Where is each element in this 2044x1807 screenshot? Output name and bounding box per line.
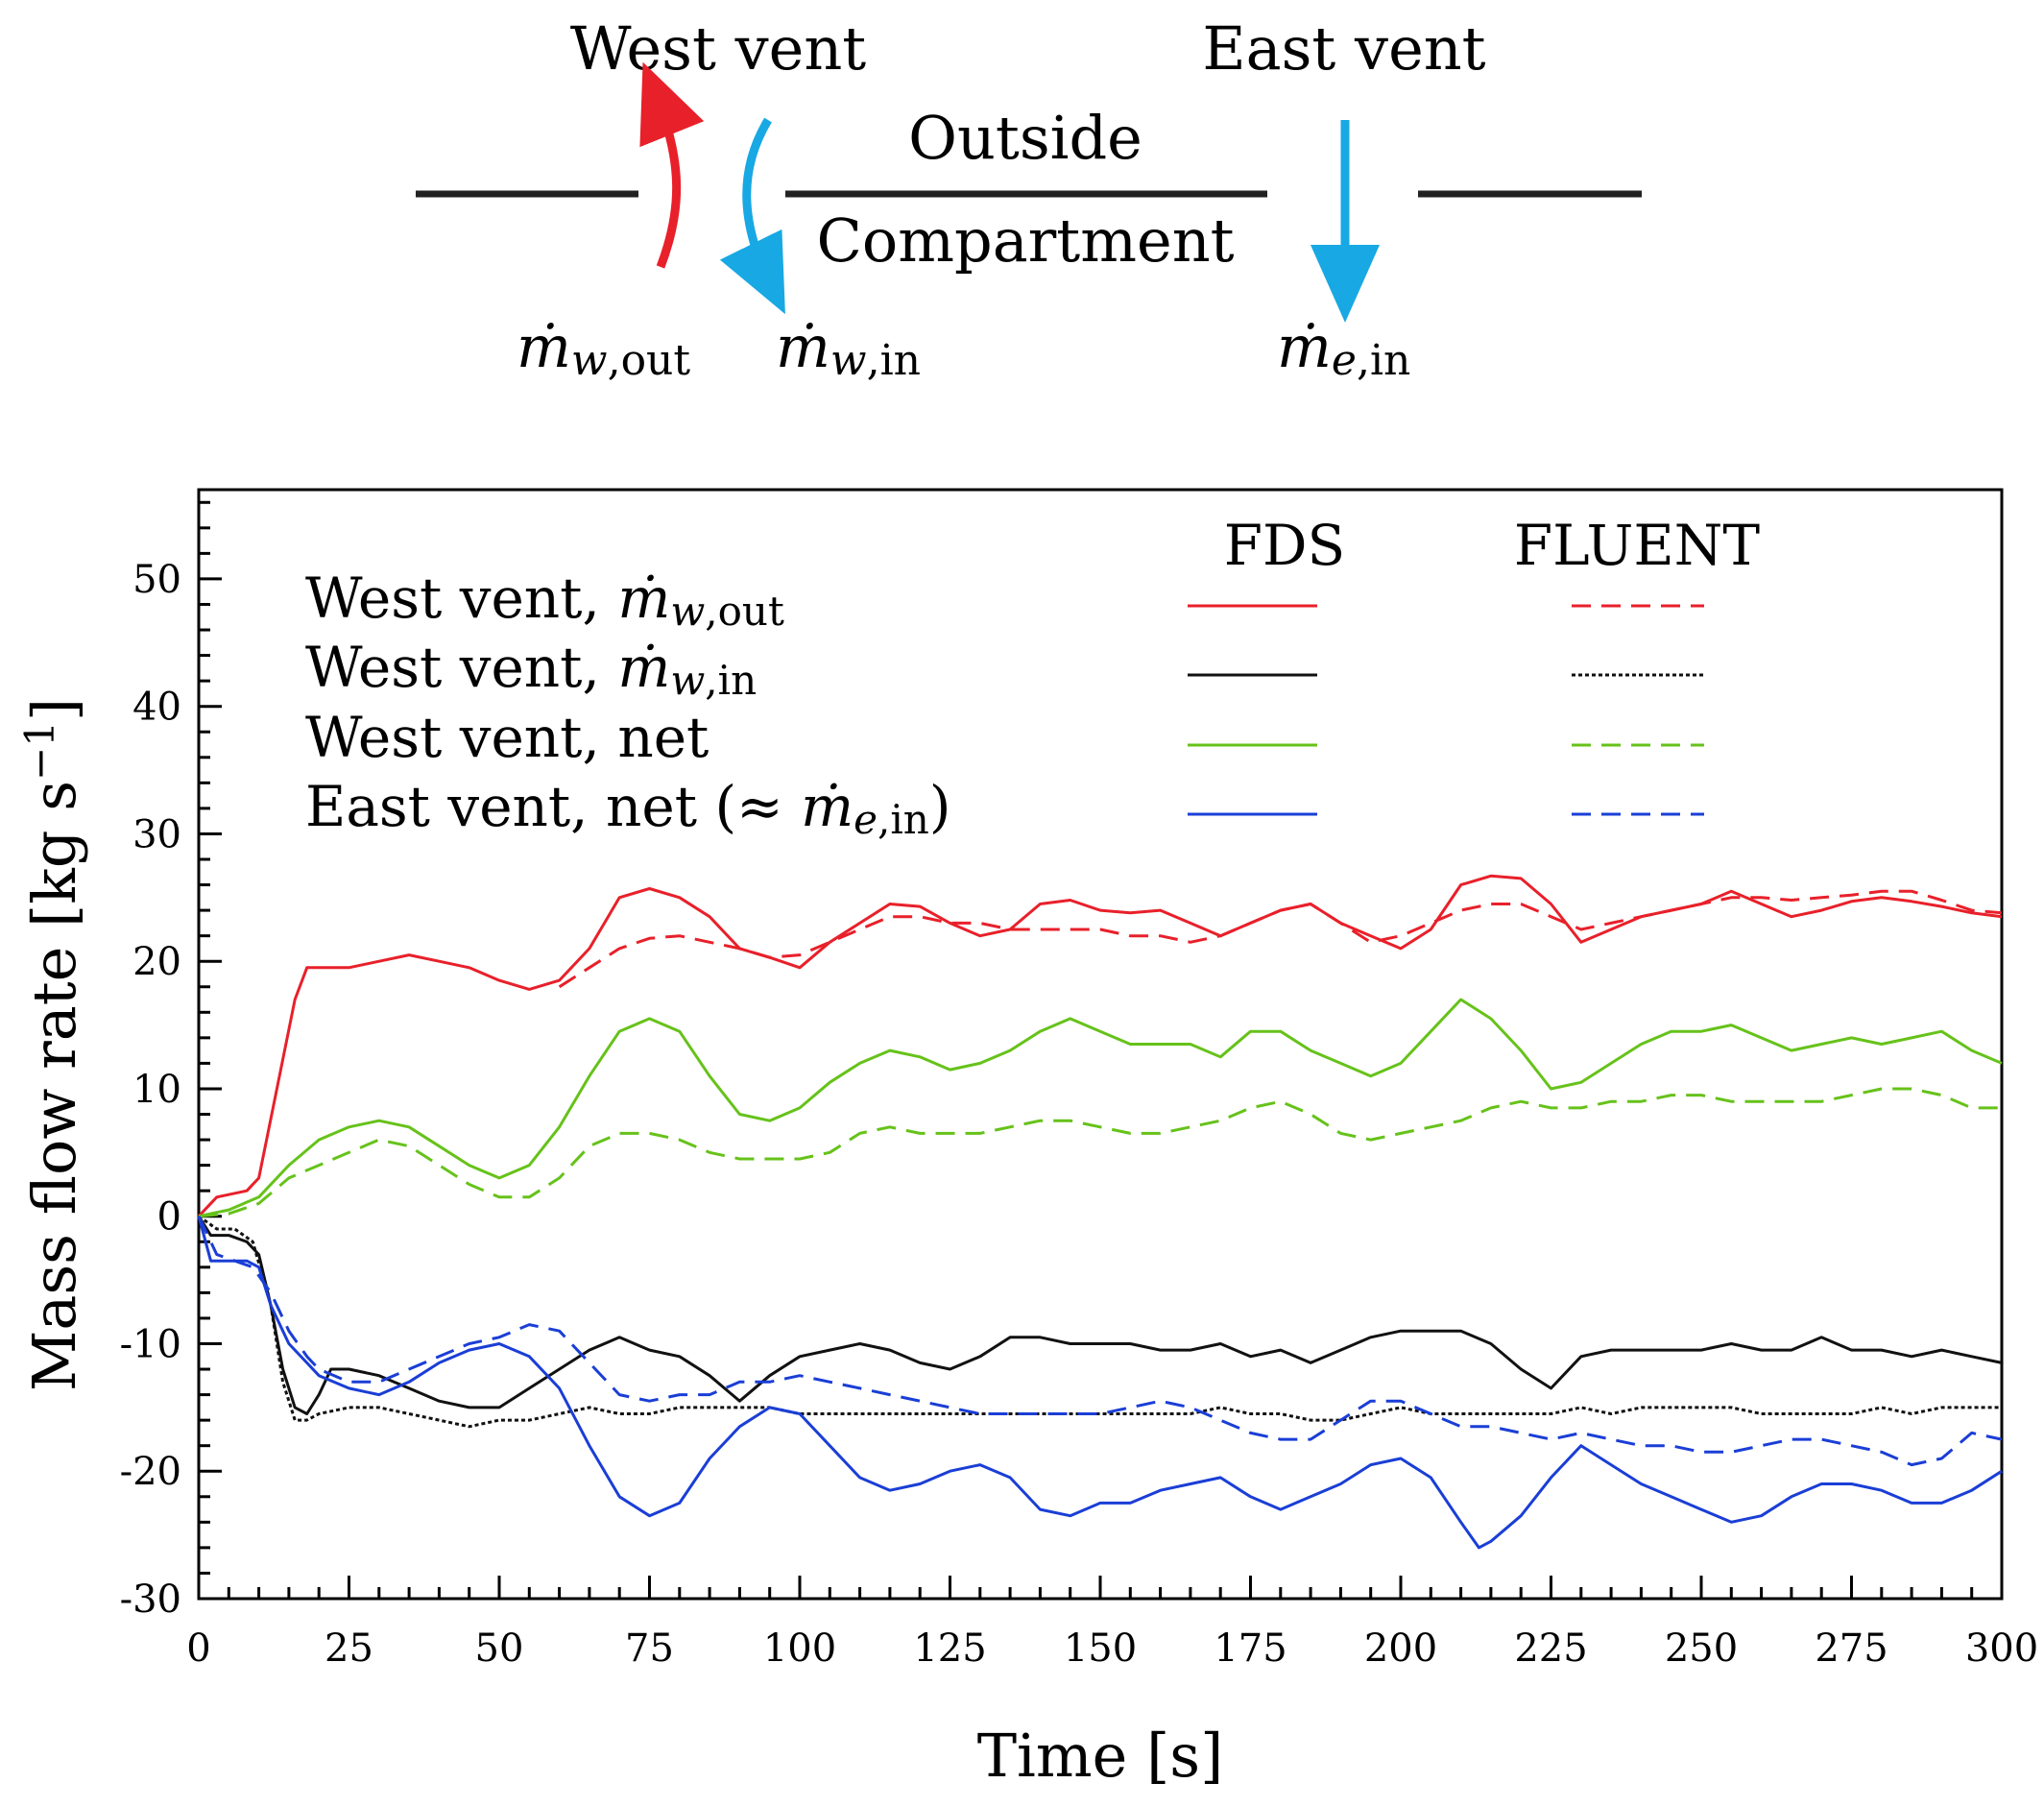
x-tick-label: 200 <box>1364 1626 1437 1671</box>
series-line-fluent-west-vent-net <box>198 1087 2002 1218</box>
m-w-out-label: ṁw,out <box>517 314 690 385</box>
x-tick-label: 300 <box>1965 1626 2038 1671</box>
x-tick-label: 50 <box>475 1626 524 1671</box>
x-tick-label: 250 <box>1665 1626 1738 1671</box>
y-tick-label: 10 <box>132 1068 181 1112</box>
series-layer <box>197 874 2003 1550</box>
series-line-fds-west-vent-out <box>197 874 2003 1217</box>
x-tick-label: 125 <box>913 1626 986 1671</box>
m-w-in-label: ṁw,in <box>776 314 921 385</box>
y-tick-label: 50 <box>132 558 181 602</box>
x-axis-label: Time [s] <box>977 1721 1224 1791</box>
y-axis-label: Mass flow rate [kg s−1] <box>16 698 89 1391</box>
axis-ticks <box>197 500 2004 1601</box>
legend-entry-west-out: West vent, ṁw,out <box>305 566 784 635</box>
y-tick-labels: -30 -20 -10 0 10 20 30 40 50 <box>120 558 181 1622</box>
y-tick-label: 0 <box>157 1195 181 1240</box>
x-tick-label: 175 <box>1214 1626 1287 1671</box>
series-line-fluent-east-vent-net <box>197 1216 2003 1467</box>
legend-entry-west-in: West vent, ṁw,in <box>305 635 757 704</box>
y-tick-label: -30 <box>120 1578 181 1622</box>
legend-header-fluent: FLUENT <box>1514 513 1761 578</box>
y-tick-label: -10 <box>120 1322 181 1366</box>
legend: FDS FLUENT West vent, ṁw,out West vent, … <box>305 513 1760 843</box>
x-tick-label: 25 <box>325 1626 373 1671</box>
series-line-fluent-west-vent-in <box>198 1215 2002 1429</box>
y-tick-label: 30 <box>132 812 181 856</box>
outside-label: Outside <box>908 103 1142 173</box>
x-tick-label: 150 <box>1064 1626 1137 1671</box>
west-in-arrow <box>719 117 785 315</box>
legend-header-fds: FDS <box>1224 513 1345 578</box>
x-tick-labels: 0 25 50 75 100 125 150 175 200 225 250 275 300 <box>186 1626 2038 1671</box>
west-out-arrow <box>639 61 705 269</box>
series-line-fds-west-vent-net <box>198 998 2003 1218</box>
x-tick-label: 225 <box>1514 1626 1587 1671</box>
vent-diagram: West vent East vent Outside Compartment … <box>416 13 1642 385</box>
m-e-in-label: ṁe,in <box>1277 314 1410 385</box>
mass-flow-chart: 0 25 50 75 100 125 150 175 200 225 250 275 300 -30-2… <box>16 488 2038 1791</box>
x-tick-label: 75 <box>625 1626 674 1671</box>
east-vent-label: East vent <box>1202 13 1485 84</box>
compartment-label: Compartment <box>816 205 1234 276</box>
x-tick-label: 0 <box>186 1626 210 1671</box>
x-tick-label: 100 <box>763 1626 836 1671</box>
legend-entry-west-net: West vent, net <box>305 705 709 770</box>
series-line-fds-west-vent-in <box>197 1215 2003 1415</box>
series-line-fluent-west-vent-out <box>558 889 2003 989</box>
legend-entry-east-net: East vent, net (≈ ṁe,in) <box>305 774 950 843</box>
west-vent-label: West vent <box>570 13 866 84</box>
y-tick-label: 20 <box>132 940 181 984</box>
series-line-fds-east-vent-net <box>197 1216 2003 1550</box>
y-tick-label: 40 <box>132 686 181 730</box>
x-tick-label: 275 <box>1815 1626 1888 1671</box>
y-tick-label: -20 <box>120 1450 181 1494</box>
